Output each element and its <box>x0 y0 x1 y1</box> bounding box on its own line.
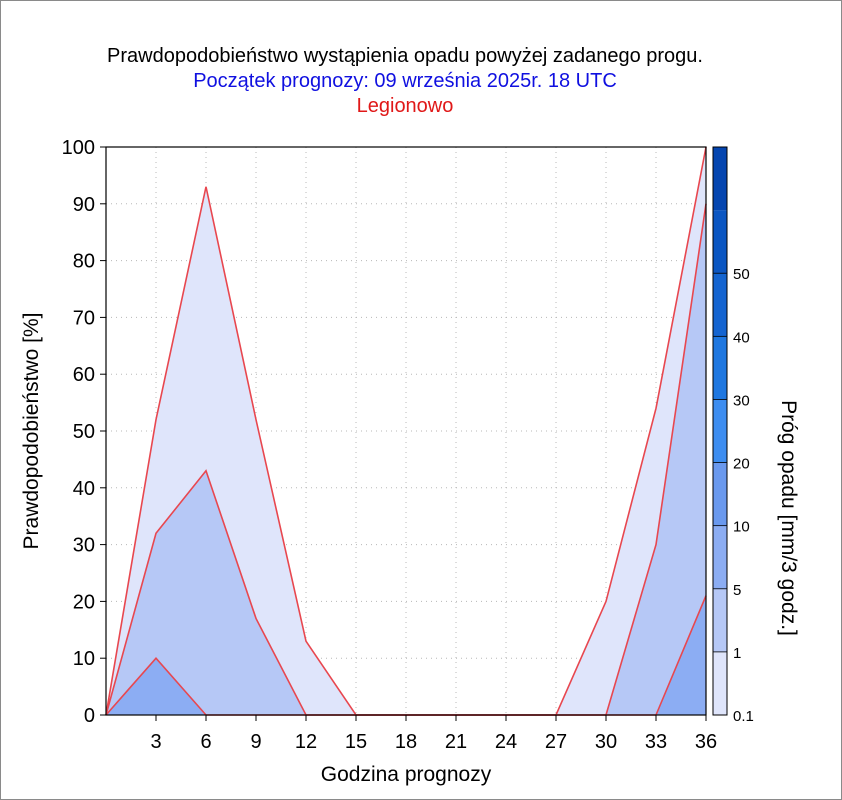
y-tick-label-90: 90 <box>73 194 95 216</box>
y-tick-label-60: 60 <box>73 364 95 386</box>
area-threshold-0.1 <box>106 147 706 715</box>
x-tick-label-6: 6 <box>200 731 211 753</box>
x-axis-ticks: 3 6 9 12 15 18 21 24 27 30 33 36 <box>150 715 717 753</box>
colorbar-segment-8 <box>713 147 727 211</box>
colorbar-segment-5 <box>713 336 727 400</box>
colorbar-segment-4 <box>713 399 727 463</box>
x-tick-label-36: 36 <box>695 731 717 753</box>
x-tick-label-27: 27 <box>545 731 567 753</box>
x-tick-label-21: 21 <box>445 731 467 753</box>
colorbar-label-40: 40 <box>733 329 750 346</box>
y-tick-label-30: 30 <box>73 535 95 557</box>
y-axis-label: Prawdopodobieństwo [%] <box>20 313 43 550</box>
threshold-colorbar: 0.1 1 5 10 20 30 40 50 <box>712 146 754 725</box>
colorbar-segment-1 <box>713 588 727 652</box>
x-tick-label-3: 3 <box>150 731 161 753</box>
y-tick-label-10: 10 <box>73 648 95 670</box>
location-label: Legionowo <box>357 95 454 117</box>
colorbar-segment-6 <box>713 273 727 337</box>
colorbar-label-10: 10 <box>733 519 750 536</box>
colorbar-segment-3 <box>713 462 727 526</box>
x-tick-label-12: 12 <box>295 731 317 753</box>
x-tick-label-18: 18 <box>395 731 417 753</box>
colorbar-label-50: 50 <box>733 266 750 283</box>
y-tick-label-50: 50 <box>73 421 95 443</box>
y-tick-label-40: 40 <box>73 478 95 500</box>
x-tick-label-33: 33 <box>645 731 667 753</box>
colorbar-label-30: 30 <box>733 392 750 409</box>
area-threshold-1 <box>106 203 706 716</box>
y-tick-label-20: 20 <box>73 591 95 613</box>
y-tick-label-80: 80 <box>73 251 95 273</box>
x-tick-label-24: 24 <box>495 731 517 753</box>
colorbar-label: Próg opadu [mm/3 godz.] <box>777 400 800 636</box>
colorbar-segment-2 <box>713 525 727 589</box>
y-tick-label-0: 0 <box>84 705 95 727</box>
y-tick-label-70: 70 <box>73 307 95 329</box>
y-tick-label-100: 100 <box>62 137 95 159</box>
colorbar-segment-7 <box>713 210 727 274</box>
colorbar-label-20: 20 <box>733 456 750 473</box>
x-tick-label-9: 9 <box>250 731 261 753</box>
x-tick-label-30: 30 <box>595 731 617 753</box>
chart-title: Prawdopodobieństwo wystąpienia opadu pow… <box>107 45 703 67</box>
forecast-start-subtitle: Początek prognozy: 09 września 2025r. 18… <box>193 70 617 92</box>
colorbar-segment-0 <box>713 651 727 715</box>
colorbar-label-1: 1 <box>733 645 741 662</box>
x-tick-label-15: 15 <box>345 731 367 753</box>
y-axis-ticks: 0 10 20 30 40 50 60 70 80 90 100 <box>62 137 106 727</box>
colorbar-label-0.1: 0.1 <box>733 708 754 725</box>
area-threshold-5 <box>106 595 706 715</box>
colorbar-label-5: 5 <box>733 582 741 599</box>
x-axis-label: Godzina prognozy <box>321 763 492 786</box>
